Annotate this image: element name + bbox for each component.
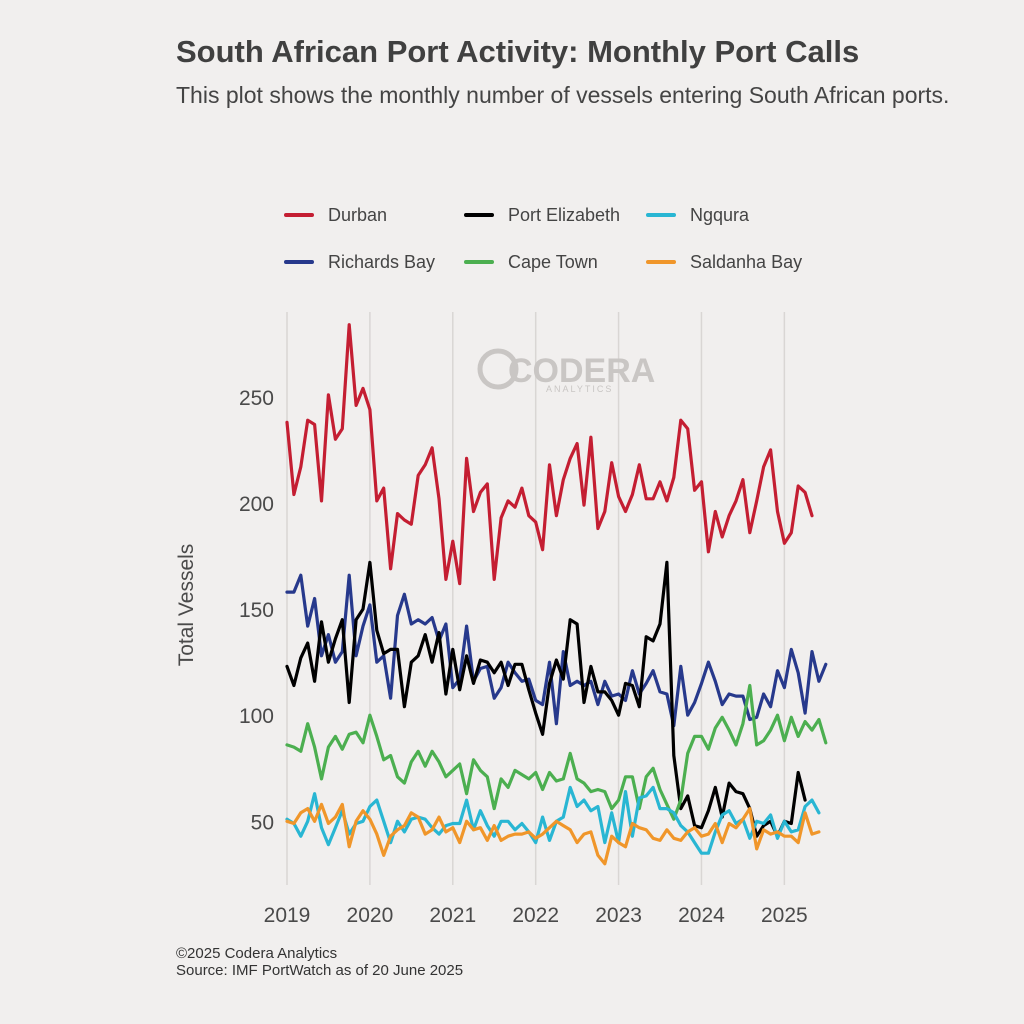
legend-label-richards-bay: Richards Bay [328,251,436,272]
chart-gridlines [286,312,786,885]
legend-swatch-cape-town [464,260,494,264]
x-tick-label: 2021 [429,904,476,927]
copyright-text: ©2025 Codera Analytics [176,945,338,962]
y-tick-label: 50 [251,811,274,834]
legend-label-port-elizabeth: Port Elizabeth [508,204,621,225]
legend-label-cape-town: Cape Town [508,251,598,272]
x-tick-label: 2024 [678,904,725,927]
x-tick-label: 2022 [512,904,559,927]
series-line-cape-town [285,683,828,821]
x-tick-label: 2019 [264,904,311,927]
legend-swatch-richards-bay [284,260,314,264]
legend: Durban Port Elizabeth Ngqura Richards Ba… [284,200,844,280]
chart-subtitle: This plot shows the monthly number of ve… [176,82,950,108]
chart-title: South African Port Activity: Monthly Por… [176,34,860,69]
y-axis-label: Total Vessels [175,544,198,667]
series-line-ngqura [285,785,821,855]
legend-item-durban: Durban [284,200,387,230]
y-tick-label: 150 [239,599,274,622]
chart-series [285,323,828,866]
source-text: Source: IMF PortWatch as of 20 June 2025 [176,962,464,979]
y-tick-label: 200 [239,493,274,516]
series-line-saldanha-bay [285,802,821,866]
legend-swatch-saldanha-bay [646,260,676,264]
legend-label-ngqura: Ngqura [690,204,750,225]
x-tick-label: 2020 [347,904,394,927]
legend-swatch-ngqura [646,213,676,217]
y-tick-label: 100 [239,705,274,728]
legend-swatch-port-elizabeth [464,213,494,217]
watermark-logo-icon [477,348,519,390]
series-line-richards-bay [285,573,828,728]
watermark-logo: CODERA ANALYTICS [477,348,655,394]
legend-item-port-elizabeth: Port Elizabeth [464,200,620,230]
footer: ©2025 Codera Analytics Source: IMF PortW… [176,945,463,979]
legend-item-saldanha-bay: Saldanha Bay [646,247,802,277]
x-tick-label: 2025 [761,904,808,927]
series-line-port-elizabeth [285,560,807,838]
legend-item-richards-bay: Richards Bay [284,247,435,277]
legend-label-saldanha-bay: Saldanha Bay [690,251,803,272]
legend-label-durban: Durban [328,204,388,225]
watermark-name: CODERA [508,352,655,390]
y-tick-label: 250 [239,387,274,410]
watermark-tagline: ANALYTICS [546,384,613,394]
y-axis-ticks: 50 100 150 200 250 [239,387,274,834]
legend-item-ngqura: Ngqura [646,200,749,230]
legend-item-cape-town: Cape Town [464,247,598,277]
x-axis-ticks: 2019 2020 2021 2022 2023 2024 2025 [264,904,808,927]
legend-swatch-durban [284,213,314,217]
series-line-durban [285,323,814,586]
x-tick-label: 2023 [595,904,642,927]
